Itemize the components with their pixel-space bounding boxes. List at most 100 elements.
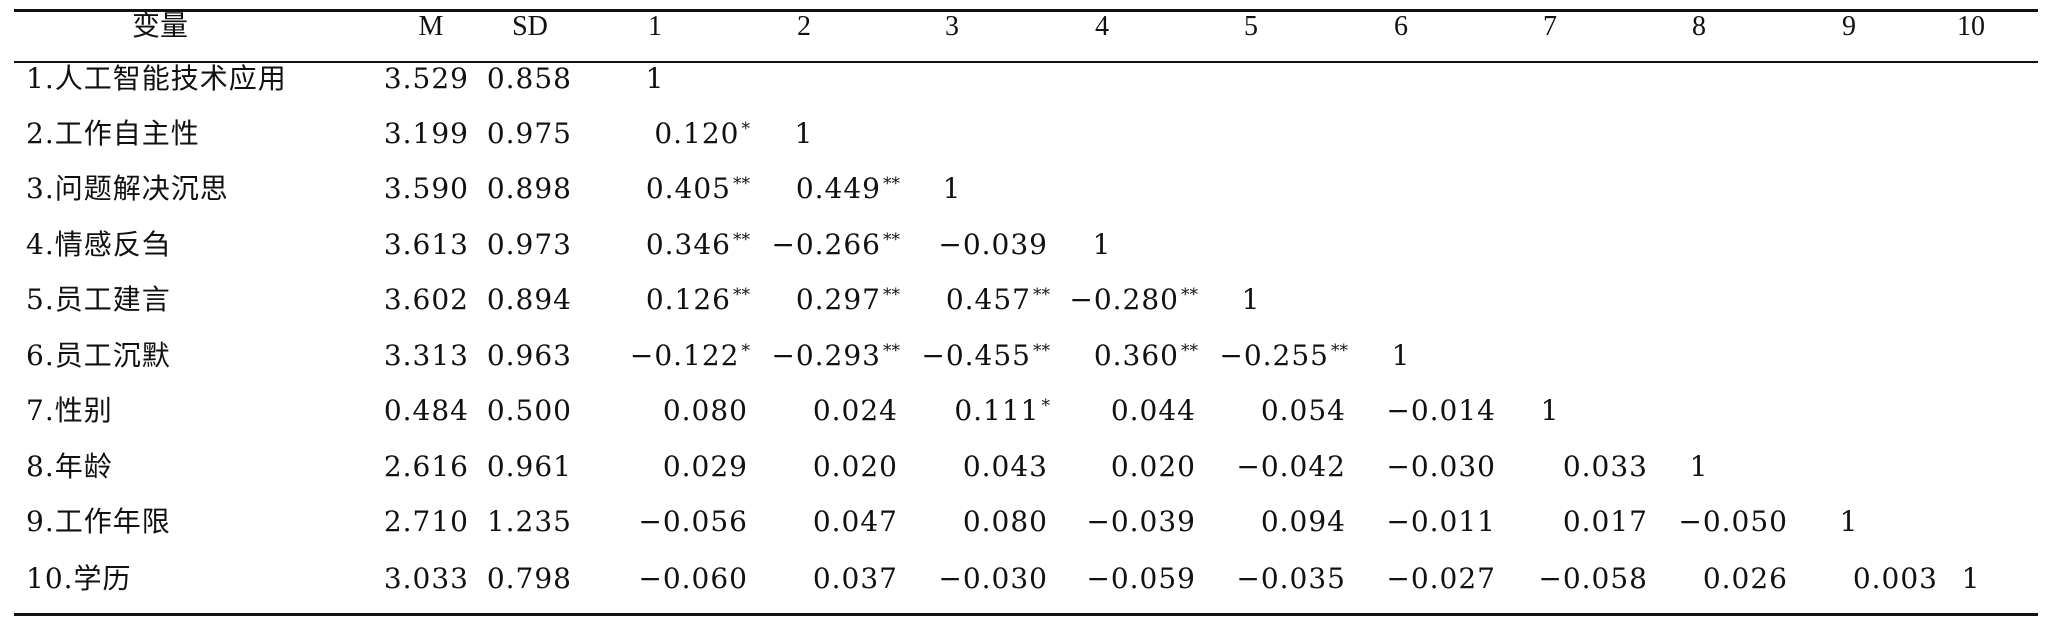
- mean-value: 3.602: [383, 283, 469, 316]
- mean-value: 2.616: [383, 450, 469, 483]
- correlation-value: 0.457: [945, 283, 1031, 316]
- correlation-value: 1: [942, 172, 962, 205]
- column-header: SD: [512, 11, 548, 42]
- sd-value: 0.963: [486, 339, 572, 372]
- correlation-value: 1: [1092, 228, 1112, 261]
- row-label: 10.学历: [26, 562, 132, 595]
- correlation-value: 0.026: [1702, 562, 1788, 595]
- column-header: 5: [1244, 11, 1258, 42]
- correlation-cell: 0.043: [963, 450, 1050, 484]
- correlation-value: −0.266: [771, 228, 881, 261]
- correlation-value: 1: [1391, 339, 1411, 372]
- column-header: 1: [648, 11, 662, 42]
- significance-marker: *: [1041, 396, 1051, 416]
- sd-value: 0.500: [486, 394, 572, 427]
- correlation-cell: 1: [1840, 505, 1859, 539]
- mean-value: 3.033: [383, 562, 469, 595]
- significance-marker: **: [733, 285, 750, 305]
- header-rule: [14, 61, 2038, 63]
- correlation-value: −0.042: [1236, 450, 1346, 483]
- correlation-value: 0.017: [1562, 505, 1648, 538]
- row-label: 7.性别: [26, 394, 113, 427]
- correlation-cell: 0.054: [1261, 394, 1348, 428]
- correlation-cell: 0.080: [663, 394, 750, 428]
- mean-value: 3.199: [383, 117, 469, 150]
- correlation-value: 0.346: [645, 228, 731, 261]
- correlation-cell: 0.024: [813, 394, 900, 428]
- correlation-cell: 0.044: [1111, 394, 1198, 428]
- mean-value: 3.529: [383, 62, 469, 95]
- correlation-cell: 1: [1093, 228, 1112, 262]
- significance-marker: **: [883, 174, 900, 194]
- correlation-value: −0.056: [638, 505, 748, 538]
- correlation-value: 0.047: [812, 505, 898, 538]
- mean-value: 0.484: [383, 394, 469, 427]
- correlation-cell: −0.014: [1386, 394, 1498, 428]
- correlation-cell: −0.042: [1236, 450, 1348, 484]
- correlation-cell: 1: [943, 172, 962, 206]
- correlation-cell: 0.126 **: [646, 283, 750, 317]
- correlation-value: 0.094: [1260, 505, 1346, 538]
- correlation-value: 1: [1241, 283, 1261, 316]
- correlation-cell: 0.080: [963, 505, 1050, 539]
- correlation-value: 0.449: [795, 172, 881, 205]
- column-header: 6: [1394, 11, 1408, 42]
- correlation-cell: 1: [795, 117, 814, 151]
- column-header: 3: [945, 11, 959, 42]
- sd-value: 0.858: [486, 62, 572, 95]
- correlation-cell: 0.017: [1563, 505, 1650, 539]
- row-label: 1.人工智能技术应用: [26, 62, 287, 95]
- correlation-cell: 0.457 **: [946, 283, 1050, 317]
- correlation-value: 0.044: [1110, 394, 1196, 427]
- correlation-value: −0.039: [938, 228, 1048, 261]
- correlation-value: −0.011: [1386, 505, 1496, 538]
- mean-value: 3.613: [383, 228, 469, 261]
- correlation-table: 变量 M SD 1 2 3 4 5 6 7 8 9 10 1.人工智能技术应用 3.529 0.858 1 2.工…: [14, 9, 2038, 616]
- row-label: 2.工作自主性: [26, 117, 200, 150]
- correlation-cell: 0.033: [1563, 450, 1650, 484]
- significance-marker: **: [733, 174, 750, 194]
- correlation-value: 1: [1540, 394, 1560, 427]
- column-header: 4: [1095, 11, 1109, 42]
- correlation-value: 0.037: [812, 562, 898, 595]
- significance-marker: **: [733, 230, 750, 250]
- correlation-cell: 0.026: [1703, 562, 1790, 596]
- sd-value: 1.235: [486, 505, 572, 538]
- row-label: 8.年龄: [26, 450, 113, 483]
- correlation-cell: 0.360 **: [1094, 339, 1198, 373]
- row-label: 3.问题解决沉思: [26, 172, 229, 205]
- correlation-cell: 0.111 *: [954, 394, 1050, 428]
- correlation-cell: −0.050: [1678, 505, 1790, 539]
- correlation-value: 1: [645, 62, 665, 95]
- correlation-cell: 0.020: [813, 450, 900, 484]
- correlation-value: −0.255: [1219, 339, 1329, 372]
- correlation-value: −0.030: [938, 562, 1048, 595]
- correlation-cell: 0.047: [813, 505, 900, 539]
- correlation-cell: 1: [646, 62, 665, 96]
- column-header: 8: [1692, 11, 1706, 42]
- correlation-cell: 0.037: [813, 562, 900, 596]
- correlation-value: 0.360: [1093, 339, 1179, 372]
- correlation-value: 1: [1839, 505, 1859, 538]
- significance-marker: **: [883, 230, 900, 250]
- correlation-value: 0.020: [812, 450, 898, 483]
- correlation-value: −0.455: [921, 339, 1031, 372]
- significance-marker: **: [1181, 341, 1198, 361]
- correlation-value: −0.027: [1386, 562, 1496, 595]
- correlation-value: −0.280: [1069, 283, 1179, 316]
- correlation-value: −0.014: [1386, 394, 1496, 427]
- correlation-cell: 0.346 **: [646, 228, 750, 262]
- top-rule: [14, 9, 2038, 12]
- correlation-cell: −0.293 **: [771, 339, 900, 373]
- correlation-cell: −0.058: [1538, 562, 1650, 596]
- correlation-cell: −0.255 **: [1219, 339, 1348, 373]
- correlation-value: −0.050: [1678, 505, 1788, 538]
- correlation-value: 0.003: [1852, 562, 1938, 595]
- correlation-cell: −0.455 **: [921, 339, 1050, 373]
- significance-marker: **: [1181, 285, 1198, 305]
- bottom-rule: [14, 613, 2038, 616]
- correlation-value: 0.080: [962, 505, 1048, 538]
- correlation-cell: −0.122 *: [630, 339, 750, 373]
- mean-value: 3.313: [383, 339, 469, 372]
- correlation-cell: 0.020: [1111, 450, 1198, 484]
